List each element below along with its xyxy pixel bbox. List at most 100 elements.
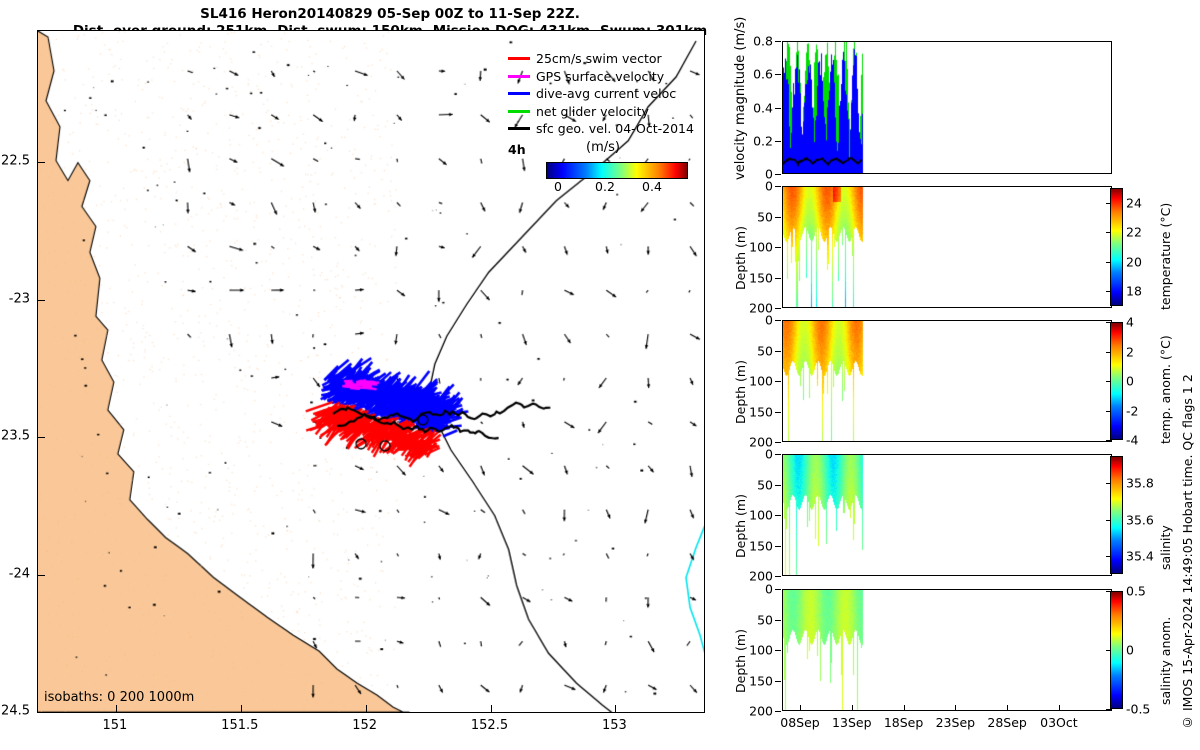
cbar-tick-label: -0.5 <box>1126 701 1151 717</box>
ytick <box>775 589 781 590</box>
depth-ytick-label: 200 <box>749 434 773 450</box>
legend-swatch-4 <box>508 127 530 131</box>
cbar-tick <box>1106 410 1111 412</box>
velocity-ytick-label: 0.6 <box>753 66 773 82</box>
salinity-anomaly-colorbar <box>1110 591 1123 709</box>
map-panel[interactable] <box>37 30 705 713</box>
temperature-anomaly-colorbar-label: temp. anom. (°C) <box>1158 335 1173 444</box>
temperature-panel[interactable] <box>782 186 1112 308</box>
cbar-tick-label: 24 <box>1126 195 1142 211</box>
legend-swatch-0 <box>508 57 530 61</box>
map-y-tick <box>38 162 45 163</box>
legend-item-label: GPS surface velocity <box>536 68 665 84</box>
salinity-section-plot <box>783 455 1111 575</box>
time-tick-label: 28Sep <box>987 715 1027 730</box>
ytick <box>775 277 781 279</box>
cbar-tick <box>1106 351 1111 353</box>
map-y-tick <box>38 437 45 438</box>
legend-item-2: dive-avg current veloc <box>508 85 708 103</box>
legend-item-4: sfc geo. vel. 04-Oct-2014 <box>508 120 708 138</box>
legend-item-label: net glider velocity <box>536 103 649 119</box>
ytick <box>775 350 781 352</box>
depth-ytick-label: 200 <box>749 300 773 316</box>
map-y-tick <box>38 299 45 301</box>
cbar-tick <box>1106 261 1111 263</box>
map-x-tick-label: 151.5 <box>221 718 259 733</box>
time-tick <box>1007 705 1009 711</box>
depth-ytick-label: 150 <box>749 270 773 285</box>
depth-ytick-label: 150 <box>749 404 773 419</box>
velocity-ytick-label: 0 <box>765 166 773 182</box>
legend-item-label: dive-avg current veloc <box>536 86 677 102</box>
salinity-anomaly-colorbar-label: salinity anom. <box>1158 616 1173 705</box>
ytick <box>775 186 781 187</box>
cbar-tick <box>1106 291 1111 293</box>
depth-ytick-label: 0 <box>765 446 773 462</box>
legend-item-1: GPS surface velocity <box>508 68 708 86</box>
cbar-tick <box>1106 483 1111 485</box>
cbar-tick <box>1106 322 1111 323</box>
legend-colorbar-tick: 0.4 <box>642 178 662 194</box>
time-tick-label: 23Sep <box>935 715 976 730</box>
depth-ytick-label: 50 <box>757 612 773 627</box>
cbar-tick-label: 35.8 <box>1126 475 1154 491</box>
salinity-panel[interactable] <box>782 454 1112 576</box>
velocity-ytick-label: 0.2 <box>753 133 773 149</box>
ytick <box>775 619 781 621</box>
depth-ytick-label: 100 <box>749 239 773 255</box>
ytick <box>775 320 781 321</box>
depth-ytick-label: 50 <box>757 209 773 224</box>
cbar-tick-label: 0 <box>1126 373 1134 389</box>
map-x-tick <box>240 705 242 712</box>
depth-ytick-label: 100 <box>749 642 773 658</box>
cbar-tick-label: 0 <box>1126 642 1134 658</box>
map-y-tick-label: -23 <box>8 291 30 306</box>
map-x-tick-label: 151 <box>102 718 128 733</box>
depth-ytick-label: 150 <box>749 538 773 553</box>
map-y-tick <box>38 712 45 713</box>
time-tick-label: 03Oct <box>1040 715 1078 730</box>
temperature-anomaly-panel[interactable] <box>782 320 1112 442</box>
time-tick <box>800 705 801 711</box>
velocity-magnitude-panel[interactable] <box>782 41 1112 174</box>
ytick <box>775 174 781 175</box>
depth-ytick-label: 100 <box>749 373 773 389</box>
velocity-ytick-label: 0.8 <box>753 33 773 49</box>
legend-item-label: 25cm/s swim vector <box>536 51 662 67</box>
depth-ytick-label: 200 <box>749 703 773 719</box>
map-y-tick-label: 22.5 <box>1 153 30 169</box>
cbar-tick <box>1106 555 1111 557</box>
ytick <box>775 711 781 712</box>
velocity-ytick-label: 0.4 <box>753 100 773 115</box>
cbar-tick-label: 22 <box>1126 224 1142 240</box>
cbar-tick-label: 2 <box>1126 344 1134 359</box>
ytick <box>775 74 781 76</box>
ytick <box>775 381 781 382</box>
map-x-tick-label: 152 <box>352 718 378 733</box>
cbar-tick <box>1106 202 1111 204</box>
legend-swatch-3 <box>508 109 530 113</box>
cbar-tick <box>1106 519 1111 521</box>
legend-colorbar-tick: 0 <box>554 178 562 194</box>
legend-colorbar <box>546 161 688 179</box>
time-tick-label: 08Sep <box>780 715 820 730</box>
salinity-colorbar-label: salinity <box>1158 525 1173 570</box>
cbar-tick <box>1106 232 1111 234</box>
salinity-anomaly-panel[interactable] <box>782 589 1112 711</box>
legend-item-3: net glider velocity <box>508 103 708 121</box>
ytick <box>775 308 781 309</box>
ytick <box>775 545 781 547</box>
temperature-anomaly-colorbar <box>1110 322 1123 440</box>
ytick <box>775 442 781 443</box>
temperature-anomaly-plot <box>783 321 1111 441</box>
depth-ytick-label: 50 <box>757 343 773 358</box>
depth-ytick-label: 0 <box>765 312 773 328</box>
map-y-tick <box>38 574 45 576</box>
legend-item-label: sfc geo. vel. 04-Oct-2014 <box>536 121 694 137</box>
map-x-tick <box>615 705 617 712</box>
depth-ytick-label: 150 <box>749 673 773 688</box>
ytick <box>775 680 781 682</box>
depth-ytick-label: 0 <box>765 581 773 597</box>
page-title-line1: SL416 Heron20140829 05-Sep 00Z to 11-Sep… <box>200 6 580 22</box>
legend-swatch-2 <box>508 92 530 96</box>
